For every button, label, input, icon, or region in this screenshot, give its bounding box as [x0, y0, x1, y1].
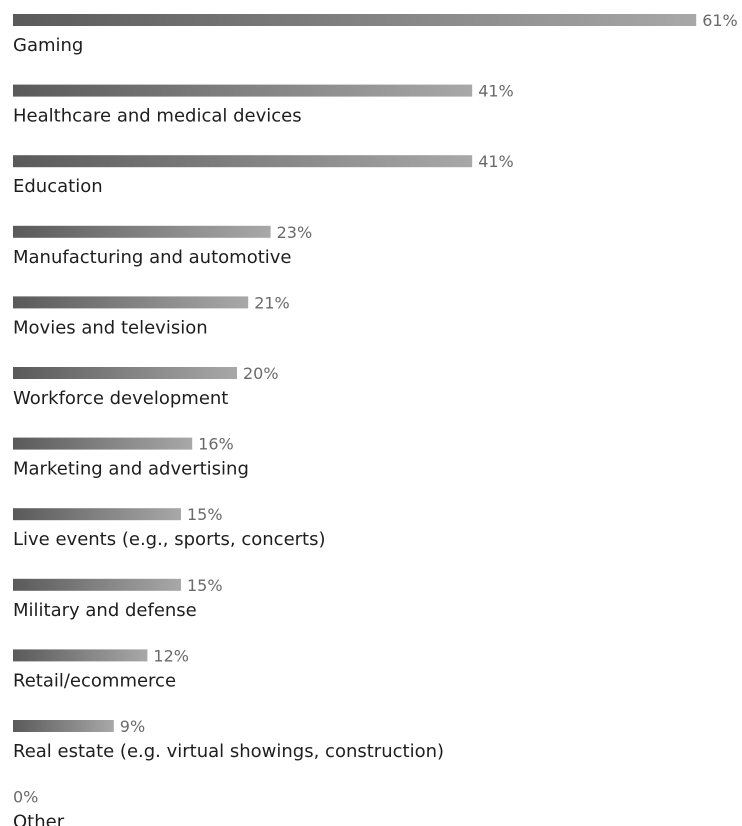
bar-8: [13, 578, 181, 591]
value-label-10: 9%: [120, 717, 145, 736]
value-label-2: 41%: [478, 152, 514, 171]
bar-7: [13, 508, 181, 521]
bar-6: [13, 437, 193, 450]
value-label-3: 23%: [277, 223, 313, 242]
bar-10: [13, 720, 114, 732]
category-label-7: Live events (e.g., sports, concerts): [13, 529, 326, 550]
bar-2: [13, 155, 473, 168]
bar-3: [13, 225, 271, 238]
value-label-5: 20%: [243, 364, 279, 383]
category-label-5: Workforce development: [13, 388, 228, 409]
bar-9: [13, 649, 148, 662]
category-label-6: Marketing and advertising: [13, 459, 249, 480]
category-label-10: Real estate (e.g. virtual showings, cons…: [13, 741, 444, 762]
category-label-0: Gaming: [13, 35, 83, 56]
bars-group: 61% Gaming 41% Healthcare and medical devic…: [13, 11, 738, 826]
value-label-6: 16%: [198, 435, 234, 454]
category-label-2: Education: [13, 176, 103, 197]
value-label-1: 41%: [478, 82, 514, 101]
bar-1: [13, 84, 473, 97]
value-label-8: 15%: [187, 576, 223, 595]
value-label-9: 12%: [153, 646, 189, 665]
value-label-7: 15%: [187, 505, 223, 524]
bar-0: [13, 14, 697, 26]
category-label-3: Manufacturing and automotive: [13, 247, 292, 268]
category-label-1: Healthcare and medical devices: [13, 106, 302, 127]
category-label-11: Other: [13, 812, 65, 826]
category-label-9: Retail/ecommerce: [13, 670, 176, 691]
value-label-4: 21%: [254, 293, 290, 312]
category-label-4: Movies and television: [13, 317, 208, 338]
bar-5: [13, 367, 237, 379]
category-label-8: Military and defense: [13, 600, 197, 621]
value-label-0: 61%: [702, 11, 738, 30]
value-label-11: 0%: [13, 788, 38, 807]
bar-4: [13, 296, 249, 309]
